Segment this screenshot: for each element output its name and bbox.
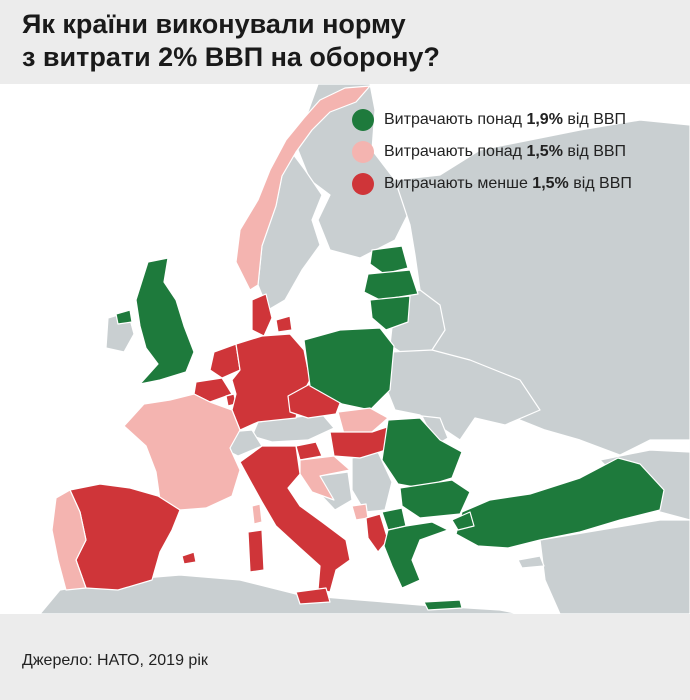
country-romania xyxy=(381,417,463,489)
country-syria-middle-east xyxy=(539,519,690,614)
country-bulgaria xyxy=(399,479,471,519)
country-united-kingdom xyxy=(135,257,195,385)
country-germany xyxy=(231,333,311,431)
legend-swatch-green xyxy=(352,109,374,131)
country-slovakia xyxy=(337,407,389,435)
country-italy xyxy=(239,445,351,593)
country-belgium xyxy=(193,377,233,403)
country-slovenia xyxy=(295,441,323,461)
legend-prefix: Витрачають менше xyxy=(384,175,533,192)
country-turkey xyxy=(455,457,665,549)
legend-value: 1,5% xyxy=(526,143,563,160)
country-albania xyxy=(365,513,389,553)
source-note: Джерело: НАТО, 2019 рік xyxy=(22,652,208,669)
legend-prefix: Витрачають понад xyxy=(384,111,527,128)
country-finland xyxy=(297,84,411,259)
legend-label-red: Витрачають менше 1,5% від ВВП xyxy=(384,175,632,193)
country-cyprus xyxy=(517,555,545,569)
country-denmark xyxy=(251,293,273,337)
legend-prefix: Витрачають понад xyxy=(384,143,527,160)
legend-swatch-pink xyxy=(352,141,374,163)
country-lithuania xyxy=(369,295,411,331)
map-legend: Витрачають понад 1,9% від ВВП Витрачають… xyxy=(352,104,682,200)
country-netherlands xyxy=(209,343,241,379)
country-corsica xyxy=(251,503,263,525)
country-turkey-thrace xyxy=(451,511,475,531)
title-line-1: Як країни виконували норму xyxy=(22,9,406,39)
country-france xyxy=(123,393,241,511)
country-sardinia xyxy=(247,529,265,573)
country-ukraine xyxy=(384,349,541,441)
country-portugal xyxy=(51,489,87,591)
country-poland xyxy=(303,327,395,411)
map-title: Як країни виконували норму з витрати 2% … xyxy=(22,8,662,74)
country-spain xyxy=(69,483,181,591)
legend-item-pink: Витрачають понад 1,5% від ВВП xyxy=(352,136,682,168)
legend-swatch-red xyxy=(352,173,374,195)
legend-label-pink: Витрачають понад 1,5% від ВВП xyxy=(384,143,626,161)
country-greece xyxy=(383,521,449,589)
country-estonia xyxy=(369,245,409,275)
legend-value: 1,5% xyxy=(532,175,569,192)
legend-label-green: Витрачають понад 1,9% від ВВП xyxy=(384,111,626,129)
country-sicily xyxy=(295,587,331,605)
title-line-2: з витрати 2% ВВП на оборону? xyxy=(22,42,440,72)
legend-item-green: Витрачають понад 1,9% від ВВП xyxy=(352,104,682,136)
country-denmark-islands xyxy=(275,315,293,333)
map-area xyxy=(0,84,690,614)
country-northern-ireland xyxy=(115,309,133,325)
legend-suffix: від ВВП xyxy=(568,175,632,192)
legend-suffix: від ВВП xyxy=(562,143,627,160)
country-croatia xyxy=(299,455,351,501)
country-norway xyxy=(235,85,371,291)
europe-map xyxy=(39,84,690,614)
legend-suffix: від ВВП xyxy=(562,111,627,128)
country-greece-crete xyxy=(423,599,463,611)
legend-item-red: Витрачають менше 1,5% від ВВП xyxy=(352,168,682,200)
country-balearics xyxy=(181,551,197,565)
legend-value: 1,9% xyxy=(526,111,563,128)
